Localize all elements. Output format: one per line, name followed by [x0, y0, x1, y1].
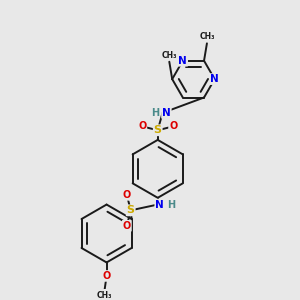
Text: CH₃: CH₃ [97, 291, 112, 300]
Text: O: O [169, 122, 177, 131]
Text: N: N [162, 108, 171, 118]
Text: N: N [210, 74, 219, 84]
Text: N: N [178, 56, 187, 66]
Text: S: S [127, 205, 135, 215]
Text: O: O [138, 122, 146, 131]
Text: O: O [103, 271, 111, 281]
Text: H: H [151, 108, 159, 118]
Text: O: O [123, 221, 131, 231]
Text: N: N [155, 200, 164, 210]
Text: CH₃: CH₃ [161, 51, 177, 60]
Text: H: H [167, 200, 175, 210]
Text: O: O [123, 190, 131, 200]
Text: CH₃: CH₃ [199, 32, 215, 41]
Text: S: S [154, 125, 162, 135]
